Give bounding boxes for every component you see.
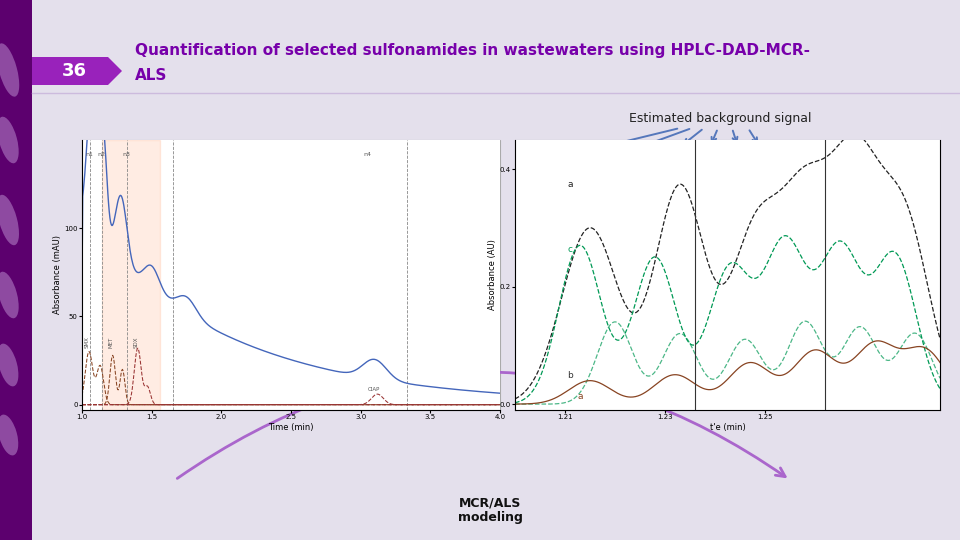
Text: CIAP: CIAP xyxy=(368,387,380,392)
Text: 36: 36 xyxy=(61,62,86,80)
FancyBboxPatch shape xyxy=(515,140,940,410)
Text: Estimated background signal: Estimated background signal xyxy=(629,112,811,125)
Ellipse shape xyxy=(0,43,19,97)
Text: a: a xyxy=(567,180,573,189)
Text: SMX: SMX xyxy=(84,336,90,348)
Text: c: c xyxy=(567,245,572,253)
Text: MCR/ALS
modeling: MCR/ALS modeling xyxy=(458,496,522,524)
X-axis label: t'e (min): t'e (min) xyxy=(709,423,745,432)
Text: SDX: SDX xyxy=(133,337,138,348)
Ellipse shape xyxy=(0,415,18,455)
Text: n3: n3 xyxy=(123,152,131,157)
Y-axis label: Absorbance (mAU): Absorbance (mAU) xyxy=(53,235,61,314)
Polygon shape xyxy=(32,57,122,85)
Text: Quantification of selected sulfonamides in wastewaters using HPLC-DAD-MCR-: Quantification of selected sulfonamides … xyxy=(135,43,810,58)
Ellipse shape xyxy=(0,195,19,245)
FancyBboxPatch shape xyxy=(82,140,500,410)
Ellipse shape xyxy=(0,343,18,387)
Ellipse shape xyxy=(0,272,18,318)
Text: n1: n1 xyxy=(85,152,93,157)
Ellipse shape xyxy=(0,117,18,163)
Text: b: b xyxy=(567,371,573,380)
Text: a: a xyxy=(578,393,583,401)
Bar xyxy=(102,140,160,410)
Text: ALS: ALS xyxy=(135,68,167,83)
Text: MET: MET xyxy=(108,337,113,348)
X-axis label: Time (min): Time (min) xyxy=(268,423,314,432)
Text: n4: n4 xyxy=(364,152,372,157)
Text: n2: n2 xyxy=(98,152,106,157)
Polygon shape xyxy=(0,0,32,540)
Y-axis label: Absorbance (AU): Absorbance (AU) xyxy=(488,240,497,310)
